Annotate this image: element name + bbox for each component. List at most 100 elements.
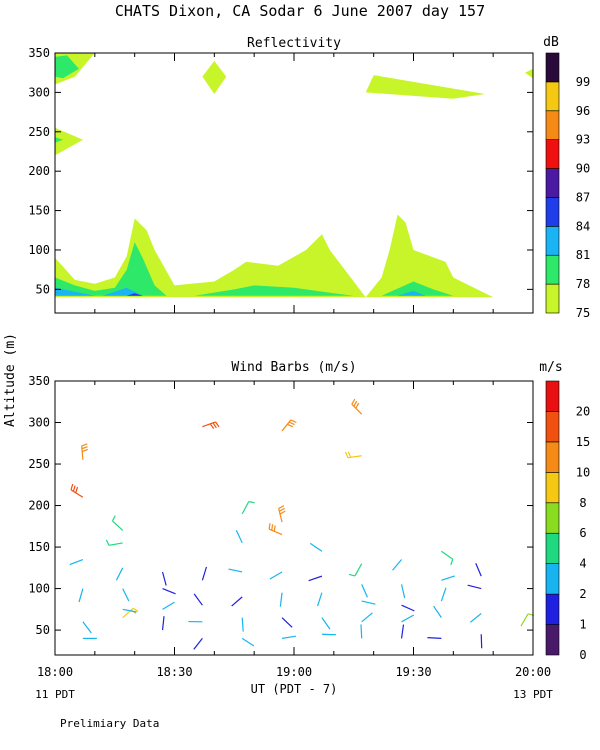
wind-barb-feather xyxy=(279,510,286,515)
wind-barb xyxy=(162,601,175,610)
wind-barb-shaft xyxy=(361,600,376,605)
reflectivity-contours xyxy=(55,53,533,298)
reflectivity-colorbar-label: 75 xyxy=(576,306,590,320)
wind-colorbar-swatch xyxy=(545,441,560,473)
wind-colorbar-label: 20 xyxy=(576,404,590,418)
reflectivity-ytick-label: 150 xyxy=(28,204,50,218)
wind-barb-shaft xyxy=(161,571,167,586)
reflectivity-colorbar-swatch xyxy=(545,283,560,314)
reflectivity-colorbar-swatch xyxy=(545,168,560,198)
wind-barb-feather xyxy=(81,448,88,453)
wind-colorbar-swatch xyxy=(545,593,560,625)
wind-barb-feather xyxy=(344,451,349,458)
wind-barb-feather xyxy=(279,507,285,512)
wind-barb-feather xyxy=(353,400,358,407)
wind-ytick-label: 350 xyxy=(28,374,50,388)
wind-barb xyxy=(231,596,243,607)
wind-colorbar-swatch xyxy=(545,411,560,443)
wind-barb xyxy=(111,515,124,531)
reflectivity-colorbar: 75 78 81 84 87 90 93 96 99 xyxy=(545,52,590,320)
wind-barb-shaft xyxy=(475,562,482,577)
wind-barb xyxy=(344,451,362,459)
wind-colorbar-swatch xyxy=(545,624,560,656)
wind-barb xyxy=(269,571,283,580)
wind-barb-feather xyxy=(132,607,139,613)
reflectivity-panel: Reflectivity 50 100 150 200 250 300 350 75 78 81… xyxy=(28,35,590,320)
reflectivity-contour-75 xyxy=(525,68,533,79)
wind-barb-shaft xyxy=(161,616,165,631)
wind-barb-feather xyxy=(287,423,294,428)
reflectivity-ytick-label: 300 xyxy=(28,85,50,99)
wind-barb-feather xyxy=(273,525,276,532)
reflectivity-ytick-label: 250 xyxy=(28,125,50,139)
wind-barb xyxy=(193,638,203,650)
wind-barb-shaft xyxy=(400,624,405,639)
wind-ytick-label: 50 xyxy=(36,623,50,637)
reflectivity-ytick-label: 50 xyxy=(36,282,50,296)
reflectivity-colorbar-label: 99 xyxy=(576,75,590,89)
reflectivity-colorbar-swatch xyxy=(545,139,560,169)
reflectivity-ytick-label: 100 xyxy=(28,243,50,257)
wind-barb-shaft xyxy=(441,550,454,560)
wind-colorbar-swatch xyxy=(545,563,560,595)
y-axis-label: Altitude (m) xyxy=(3,333,18,427)
wind-barb xyxy=(360,624,363,639)
wind-barb xyxy=(115,567,124,581)
wind-barb-shaft xyxy=(241,501,250,515)
wind-barb xyxy=(401,614,415,623)
wind-barb xyxy=(309,542,323,552)
wind-barb xyxy=(400,584,406,599)
wind-barb xyxy=(122,608,137,613)
reflectivity-contour-81 xyxy=(55,287,95,296)
wind-barb xyxy=(351,398,363,415)
x-tick-sublabel: 11 PDT xyxy=(35,688,75,701)
wind-barb-shaft xyxy=(162,588,176,595)
wind-barbs-colorbar: 0 1 2 4 6 8 10 15 20 xyxy=(545,380,590,662)
reflectivity-colorbar-swatch xyxy=(545,52,560,83)
reflectivity-contour-78 xyxy=(194,285,354,296)
x-tick-label: 19:00 xyxy=(276,665,312,679)
wind-barb-feather xyxy=(288,421,295,426)
wind-barb xyxy=(161,616,165,631)
wind-barb xyxy=(235,529,243,544)
wind-barb-shaft xyxy=(193,638,203,650)
wind-barb-feather xyxy=(278,505,285,510)
wind-barb-shaft xyxy=(316,592,323,607)
wind-barb-shaft xyxy=(309,542,323,552)
wind-colorbar-label: 0 xyxy=(579,648,586,662)
wind-barb xyxy=(122,588,130,602)
wind-barb-shaft xyxy=(467,584,482,590)
wind-barb-shaft xyxy=(162,601,175,610)
wind-barb xyxy=(441,550,454,566)
wind-barb-shaft xyxy=(441,575,455,581)
wind-colorbar-label: 15 xyxy=(576,435,590,449)
wind-colorbar-swatch xyxy=(545,532,560,564)
wind-colorbar-label: 10 xyxy=(576,465,590,479)
wind-barb-shaft xyxy=(427,637,442,639)
x-tick-sublabel: 13 PDT xyxy=(513,688,553,701)
wind-barb xyxy=(161,571,167,586)
wind-barb-shaft xyxy=(78,588,84,603)
wind-barb xyxy=(433,605,442,618)
wind-barb-feather xyxy=(271,524,274,531)
reflectivity-colorbar-label: 87 xyxy=(576,190,590,204)
wind-barb-shaft xyxy=(228,568,243,573)
wind-barb xyxy=(162,588,176,595)
wind-barb xyxy=(321,617,331,630)
wind-barb-shaft xyxy=(401,604,415,612)
wind-barb-shaft xyxy=(308,575,323,582)
reflectivity-contour-75 xyxy=(55,214,494,298)
wind-barb xyxy=(316,592,323,607)
wind-barb-shaft xyxy=(193,593,203,606)
wind-barb xyxy=(475,562,482,577)
wind-barb-feather xyxy=(111,515,116,522)
wind-barb-feather xyxy=(72,485,76,492)
wind-barb-shaft xyxy=(201,566,208,581)
wind-barb-feather xyxy=(351,398,356,405)
reflectivity-colorbar-label: 96 xyxy=(576,104,590,118)
wind-barb xyxy=(401,604,415,612)
wind-barb-shaft xyxy=(354,563,363,577)
wind-barb-shaft xyxy=(400,584,406,599)
wind-barb-shaft xyxy=(122,608,137,613)
